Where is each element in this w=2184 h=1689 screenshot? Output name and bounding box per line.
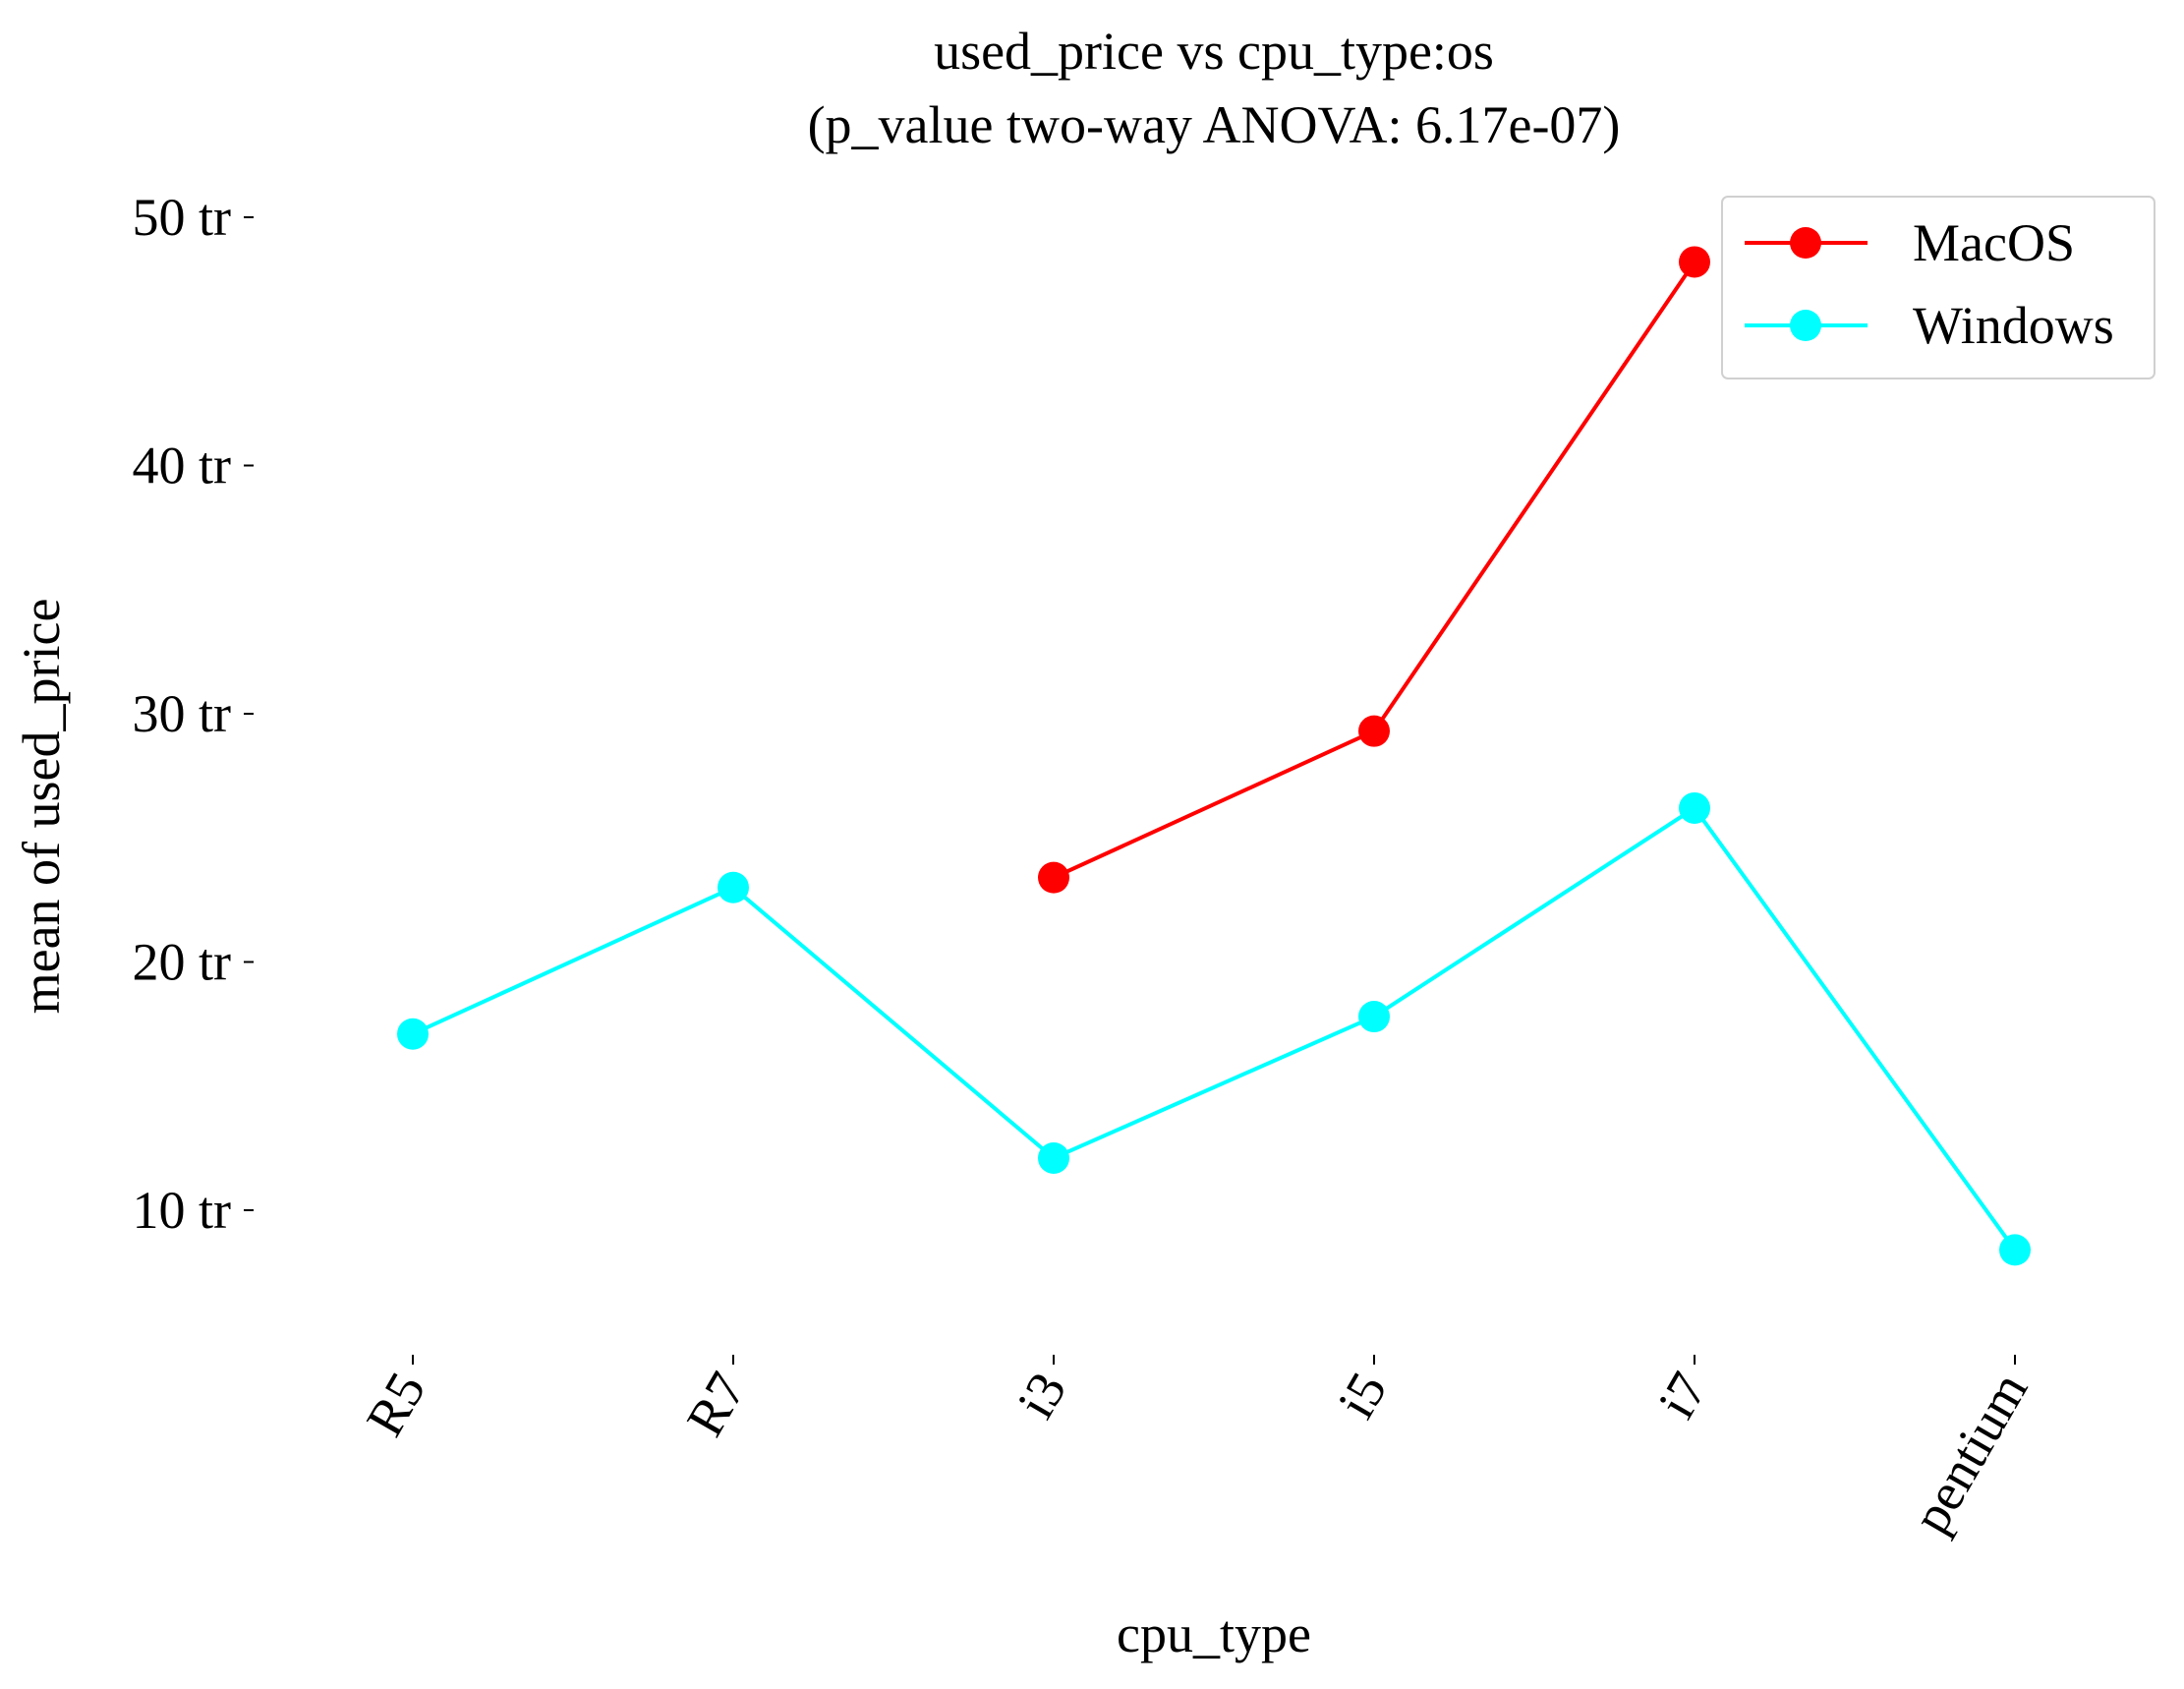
legend-label-macos: MacOS — [1913, 213, 2075, 272]
data-point-windows — [718, 871, 749, 903]
x-tick-label: i5 — [1326, 1363, 1398, 1427]
data-point-macos — [1358, 715, 1390, 747]
y-tick-label: 40 tr — [133, 437, 232, 495]
legend-marker-macos — [1790, 227, 1821, 259]
y-axis-label: mean of used_price — [12, 599, 71, 1015]
series-line-macos — [1053, 261, 1696, 880]
y-tick-label: 30 tr — [133, 684, 232, 743]
data-point-windows — [1679, 791, 1710, 824]
data-point-macos — [1679, 246, 1710, 278]
y-tick-label: 50 tr — [133, 188, 232, 247]
data-point-macos — [1038, 861, 1069, 894]
data-point-windows — [1038, 1141, 1069, 1174]
chart-subtitle: (p_value two-way ANOVA: 6.17e-07) — [808, 95, 1621, 154]
x-axis-label: cpu_type — [1117, 1604, 1311, 1663]
y-tick-label: 20 tr — [133, 933, 232, 992]
y-tick-label: 10 tr — [133, 1181, 232, 1240]
data-point-windows — [397, 1018, 429, 1050]
x-tick-label: R7 — [675, 1363, 757, 1446]
chart-title: used_price vs cpu_type:os — [934, 22, 1494, 81]
plot-area — [397, 246, 2031, 1266]
x-tick-label: pentium — [1901, 1363, 2039, 1543]
legend-marker-windows — [1790, 310, 1821, 341]
legend: MacOS Windows — [1721, 196, 2155, 379]
x-tick-label: R5 — [355, 1363, 436, 1446]
x-tick-label: i7 — [1646, 1363, 1718, 1427]
legend-label-windows: Windows — [1913, 296, 2114, 355]
x-tick-label: i3 — [1006, 1363, 1077, 1427]
data-point-windows — [1999, 1234, 2031, 1266]
series-line-windows — [412, 805, 2017, 1252]
axes: 10 tr 20 tr 30 tr 40 tr 50 tr R5 R7 i3 i5 i7 penti… — [133, 188, 2040, 1543]
data-point-windows — [1358, 1001, 1390, 1033]
